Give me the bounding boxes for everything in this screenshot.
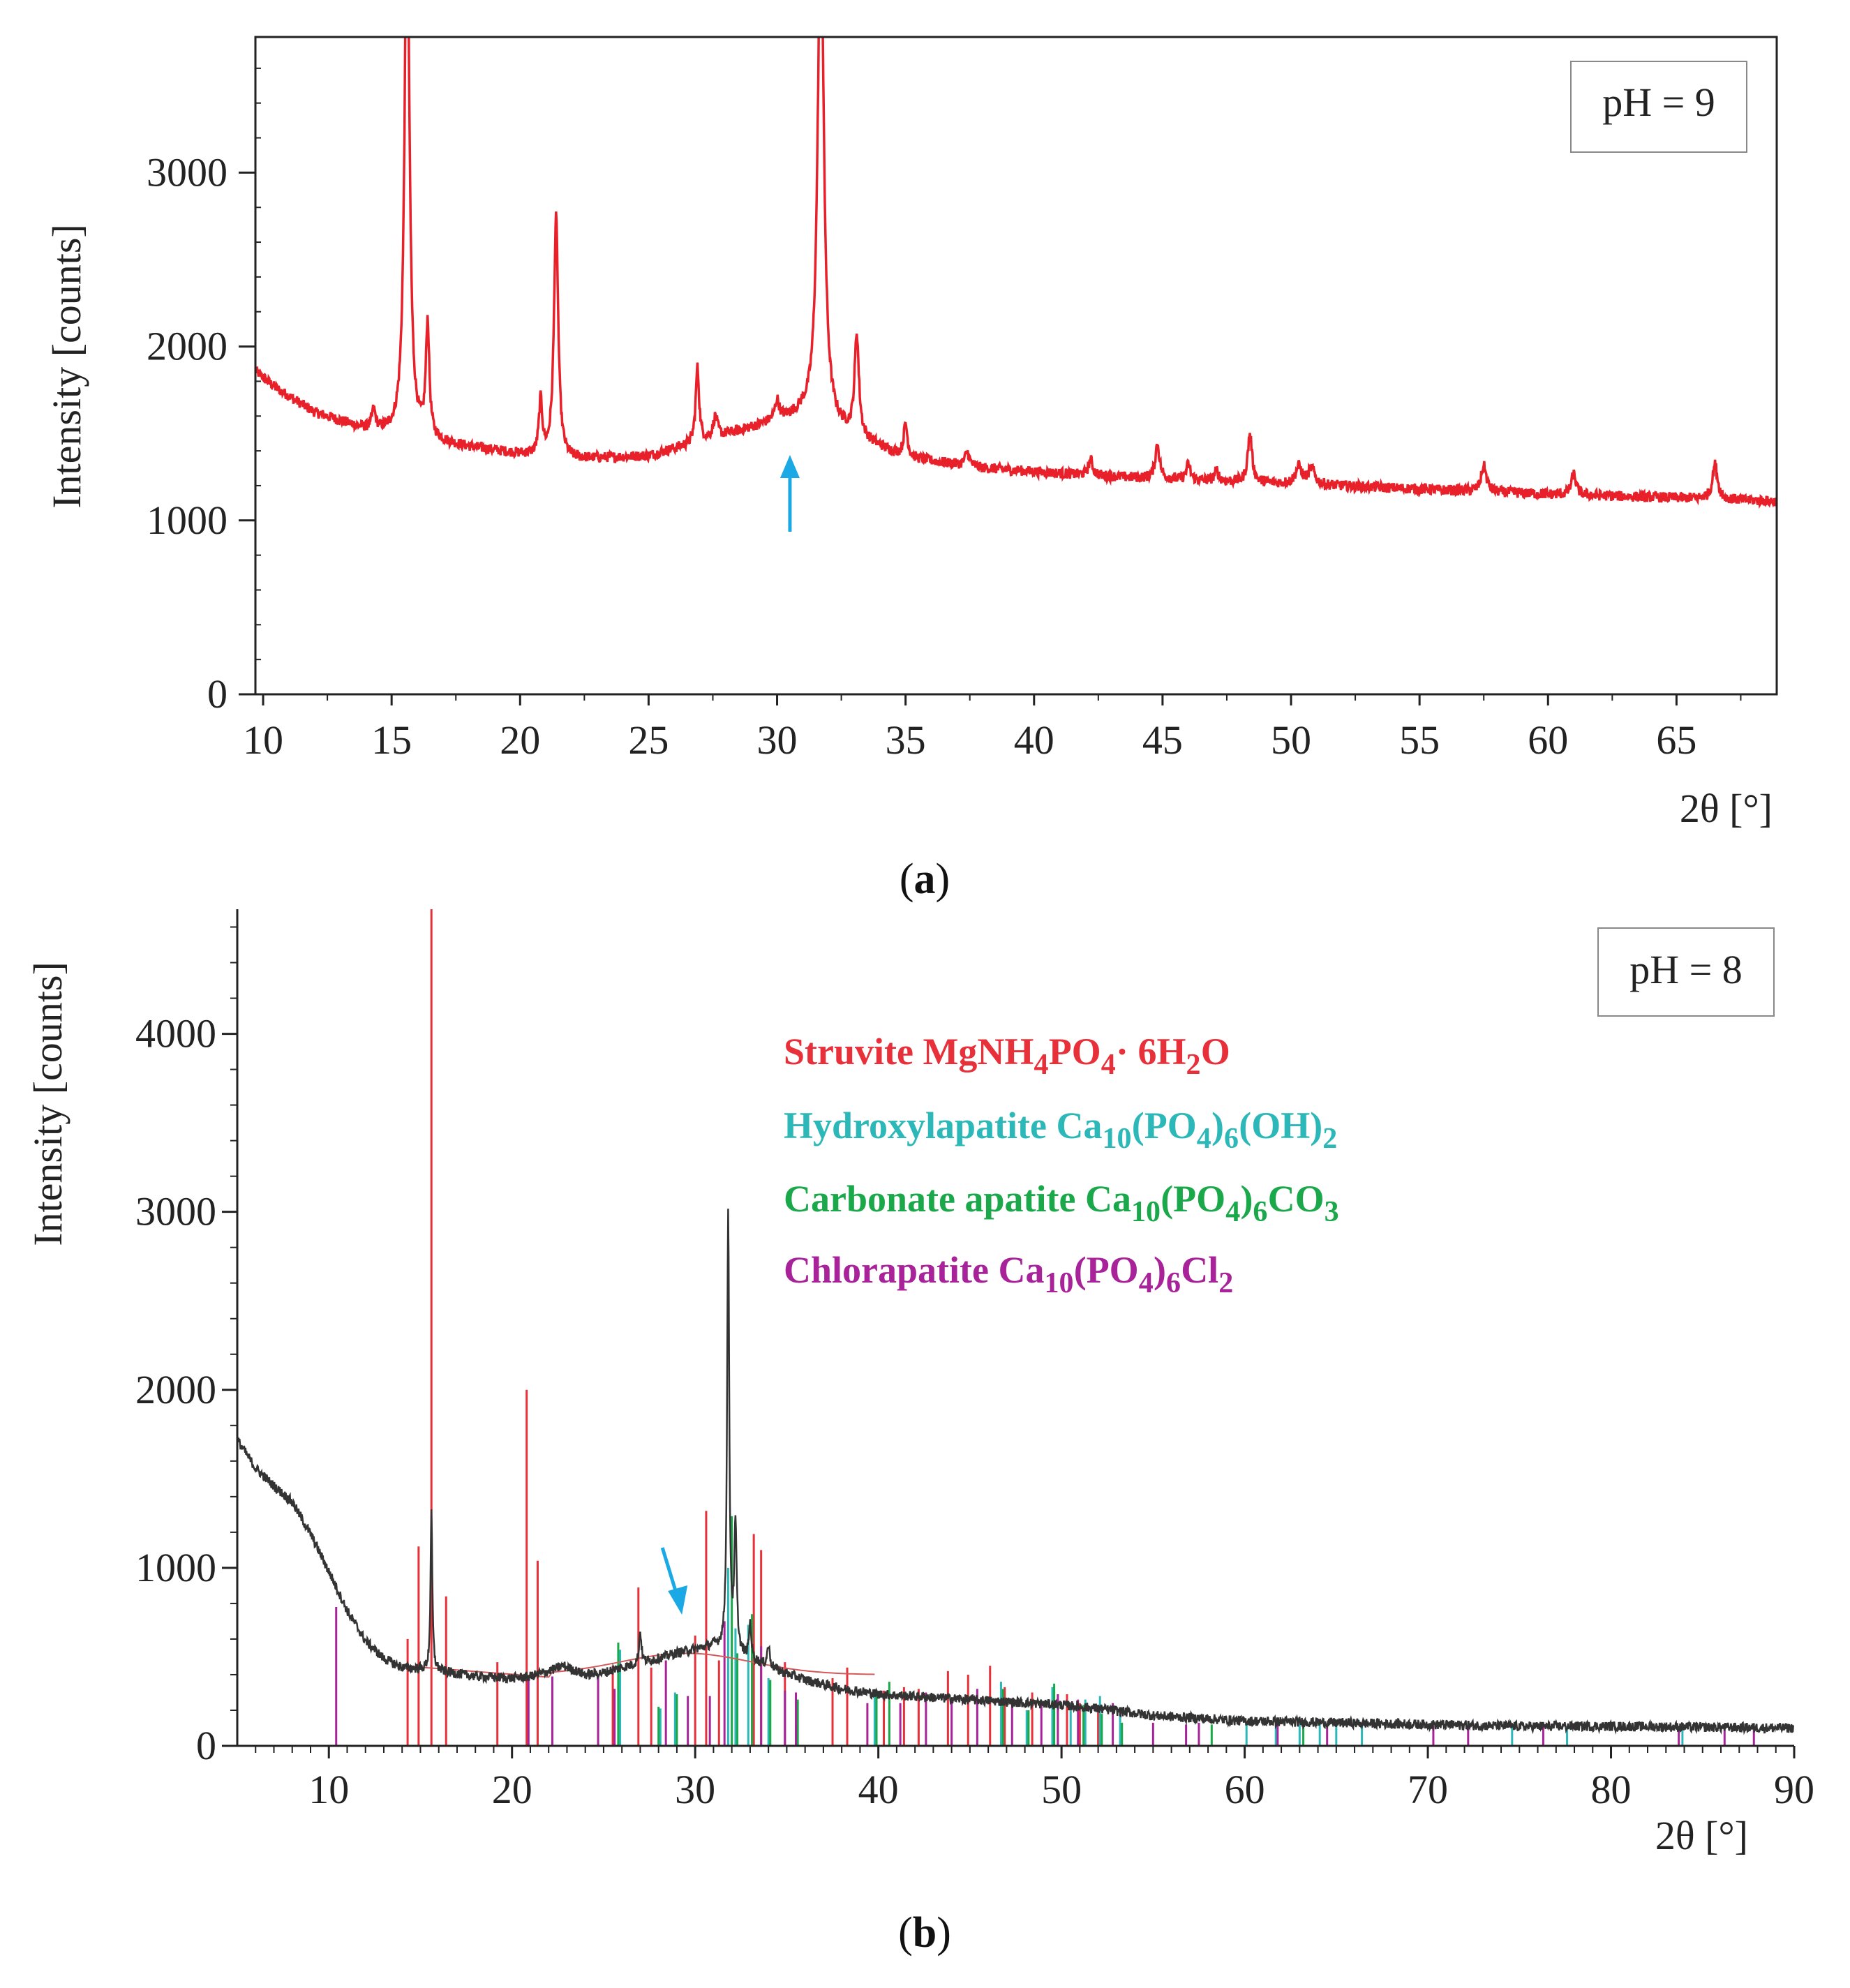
panel-a-x-tick-label: 15 [371,717,412,763]
panel-b-ph-label: pH = 8 [1629,947,1743,992]
panel-a: 10 15 20 25 30 35 40 45 50 55 60 65 0 1000 2000 3000 In… [44,36,1778,903]
panel-b-xrd-trace [236,1209,1794,1735]
panel-a-x-tick-label: 40 [1014,717,1054,763]
panel-b-pattern [236,1209,1794,1735]
panel-a-x-tick-label: 55 [1399,717,1440,763]
panel-b-y-tick-label: 0 [196,1723,216,1768]
panel-a-x-tick-label: 10 [243,717,283,763]
panel-a-x-tick-label: 50 [1271,717,1311,763]
panel-b-axes [236,909,1794,1747]
panel-a-caption: (a) [900,855,950,903]
legend-struvite: Struvite MgNH4 PO4 · 6H2 O [784,1031,1230,1081]
panel-a-y-tick-label: 2000 [147,324,227,369]
panel-a-ph-label: pH = 9 [1602,80,1715,125]
panel-b-y-tick-label: 3000 [135,1189,216,1234]
panel-a-x-tick-label: 60 [1528,717,1568,763]
panel-a-x-tick-label: 20 [500,717,540,763]
panel-b-x-tick-label: 30 [675,1767,715,1812]
panel-a-x-tick-label: 65 [1656,717,1696,763]
legend-hydroxylapatite: Hydroxylapatite Ca10 (PO4 )6 (OH)2 [784,1105,1337,1155]
panel-b-y-axis-label: Intensity [counts] [25,962,70,1246]
panel-a-y-axis-label-wrap: Intensity [counts] [44,224,89,509]
panel-b-reference-lines [335,909,1755,1746]
panel-b-y-tick-label: 2000 [135,1367,216,1412]
panel-b-axis-ticks: 10 20 30 40 50 60 70 80 90 0 1000 2000 3000 4000 [135,926,1814,1812]
panel-a-arrow-icon [779,455,800,532]
panel-b-x-tick-label: 10 [308,1767,349,1812]
panel-b-x-tick-label: 40 [858,1767,899,1812]
panel-a-pattern [255,37,1777,509]
panel-a-x-tick-label: 35 [886,717,926,763]
legend-chlorapatite: Chlorapatite Ca10 (PO4 )6 Cl2 [784,1249,1233,1299]
panel-a-x-axis-label: 2θ [°] [1680,786,1773,831]
panel-b-y-tick-label: 1000 [135,1545,216,1590]
panel-b-caption-letter: b [913,1909,937,1957]
panel-b: 10 20 30 40 50 60 70 80 90 0 1000 2000 3000 4000 Inte… [25,909,1814,1957]
panel-b-x-tick-label: 70 [1408,1767,1448,1812]
panel-a-y-tick-label: 3000 [147,149,227,195]
panel-a-x-tick-label: 45 [1142,717,1183,763]
panel-a-x-tick-label: 25 [628,717,669,763]
panel-b-arrow-icon [660,1547,688,1615]
panel-b-caption: (b) [898,1909,951,1957]
panel-b-x-tick-label: 20 [492,1767,532,1812]
panel-a-plot-frame [254,36,1778,696]
panel-a-axis-ticks: 10 15 20 25 30 35 40 45 50 55 60 65 0 1000 2000 3000 [147,67,1742,763]
panel-a-x-tick-label: 30 [757,717,798,763]
panel-a-caption-letter: a [914,855,936,903]
panel-a-y-tick-label: 1000 [147,498,227,543]
panel-b-ph-box [1597,927,1775,1017]
panel-b-x-tick-label: 50 [1041,1767,1082,1812]
panel-b-x-tick-label: 90 [1774,1767,1814,1812]
legend-carbonate_apatite: Carbonate apatite Ca10 (PO4 )6 CO3 [784,1178,1339,1228]
panel-b-phase-legend: Struvite MgNH4 PO4 · 6H2 O Hydroxylapatit… [784,1031,1339,1299]
panel-a-xrd-trace [255,37,1777,509]
panel-b-x-tick-label: 60 [1225,1767,1265,1812]
panel-a-y-tick-label: 0 [207,671,227,717]
panel-b-x-axis-label: 2θ [°] [1655,1813,1748,1858]
panel-b-y-tick-label: 4000 [135,1011,216,1056]
panel-a-y-axis-label: Intensity [counts] [44,224,89,509]
panel-b-y-axis-label-wrap: Intensity [counts] [25,962,70,1246]
panel-b-x-tick-label: 80 [1591,1767,1632,1812]
panel-a-ph-box [1570,61,1747,153]
